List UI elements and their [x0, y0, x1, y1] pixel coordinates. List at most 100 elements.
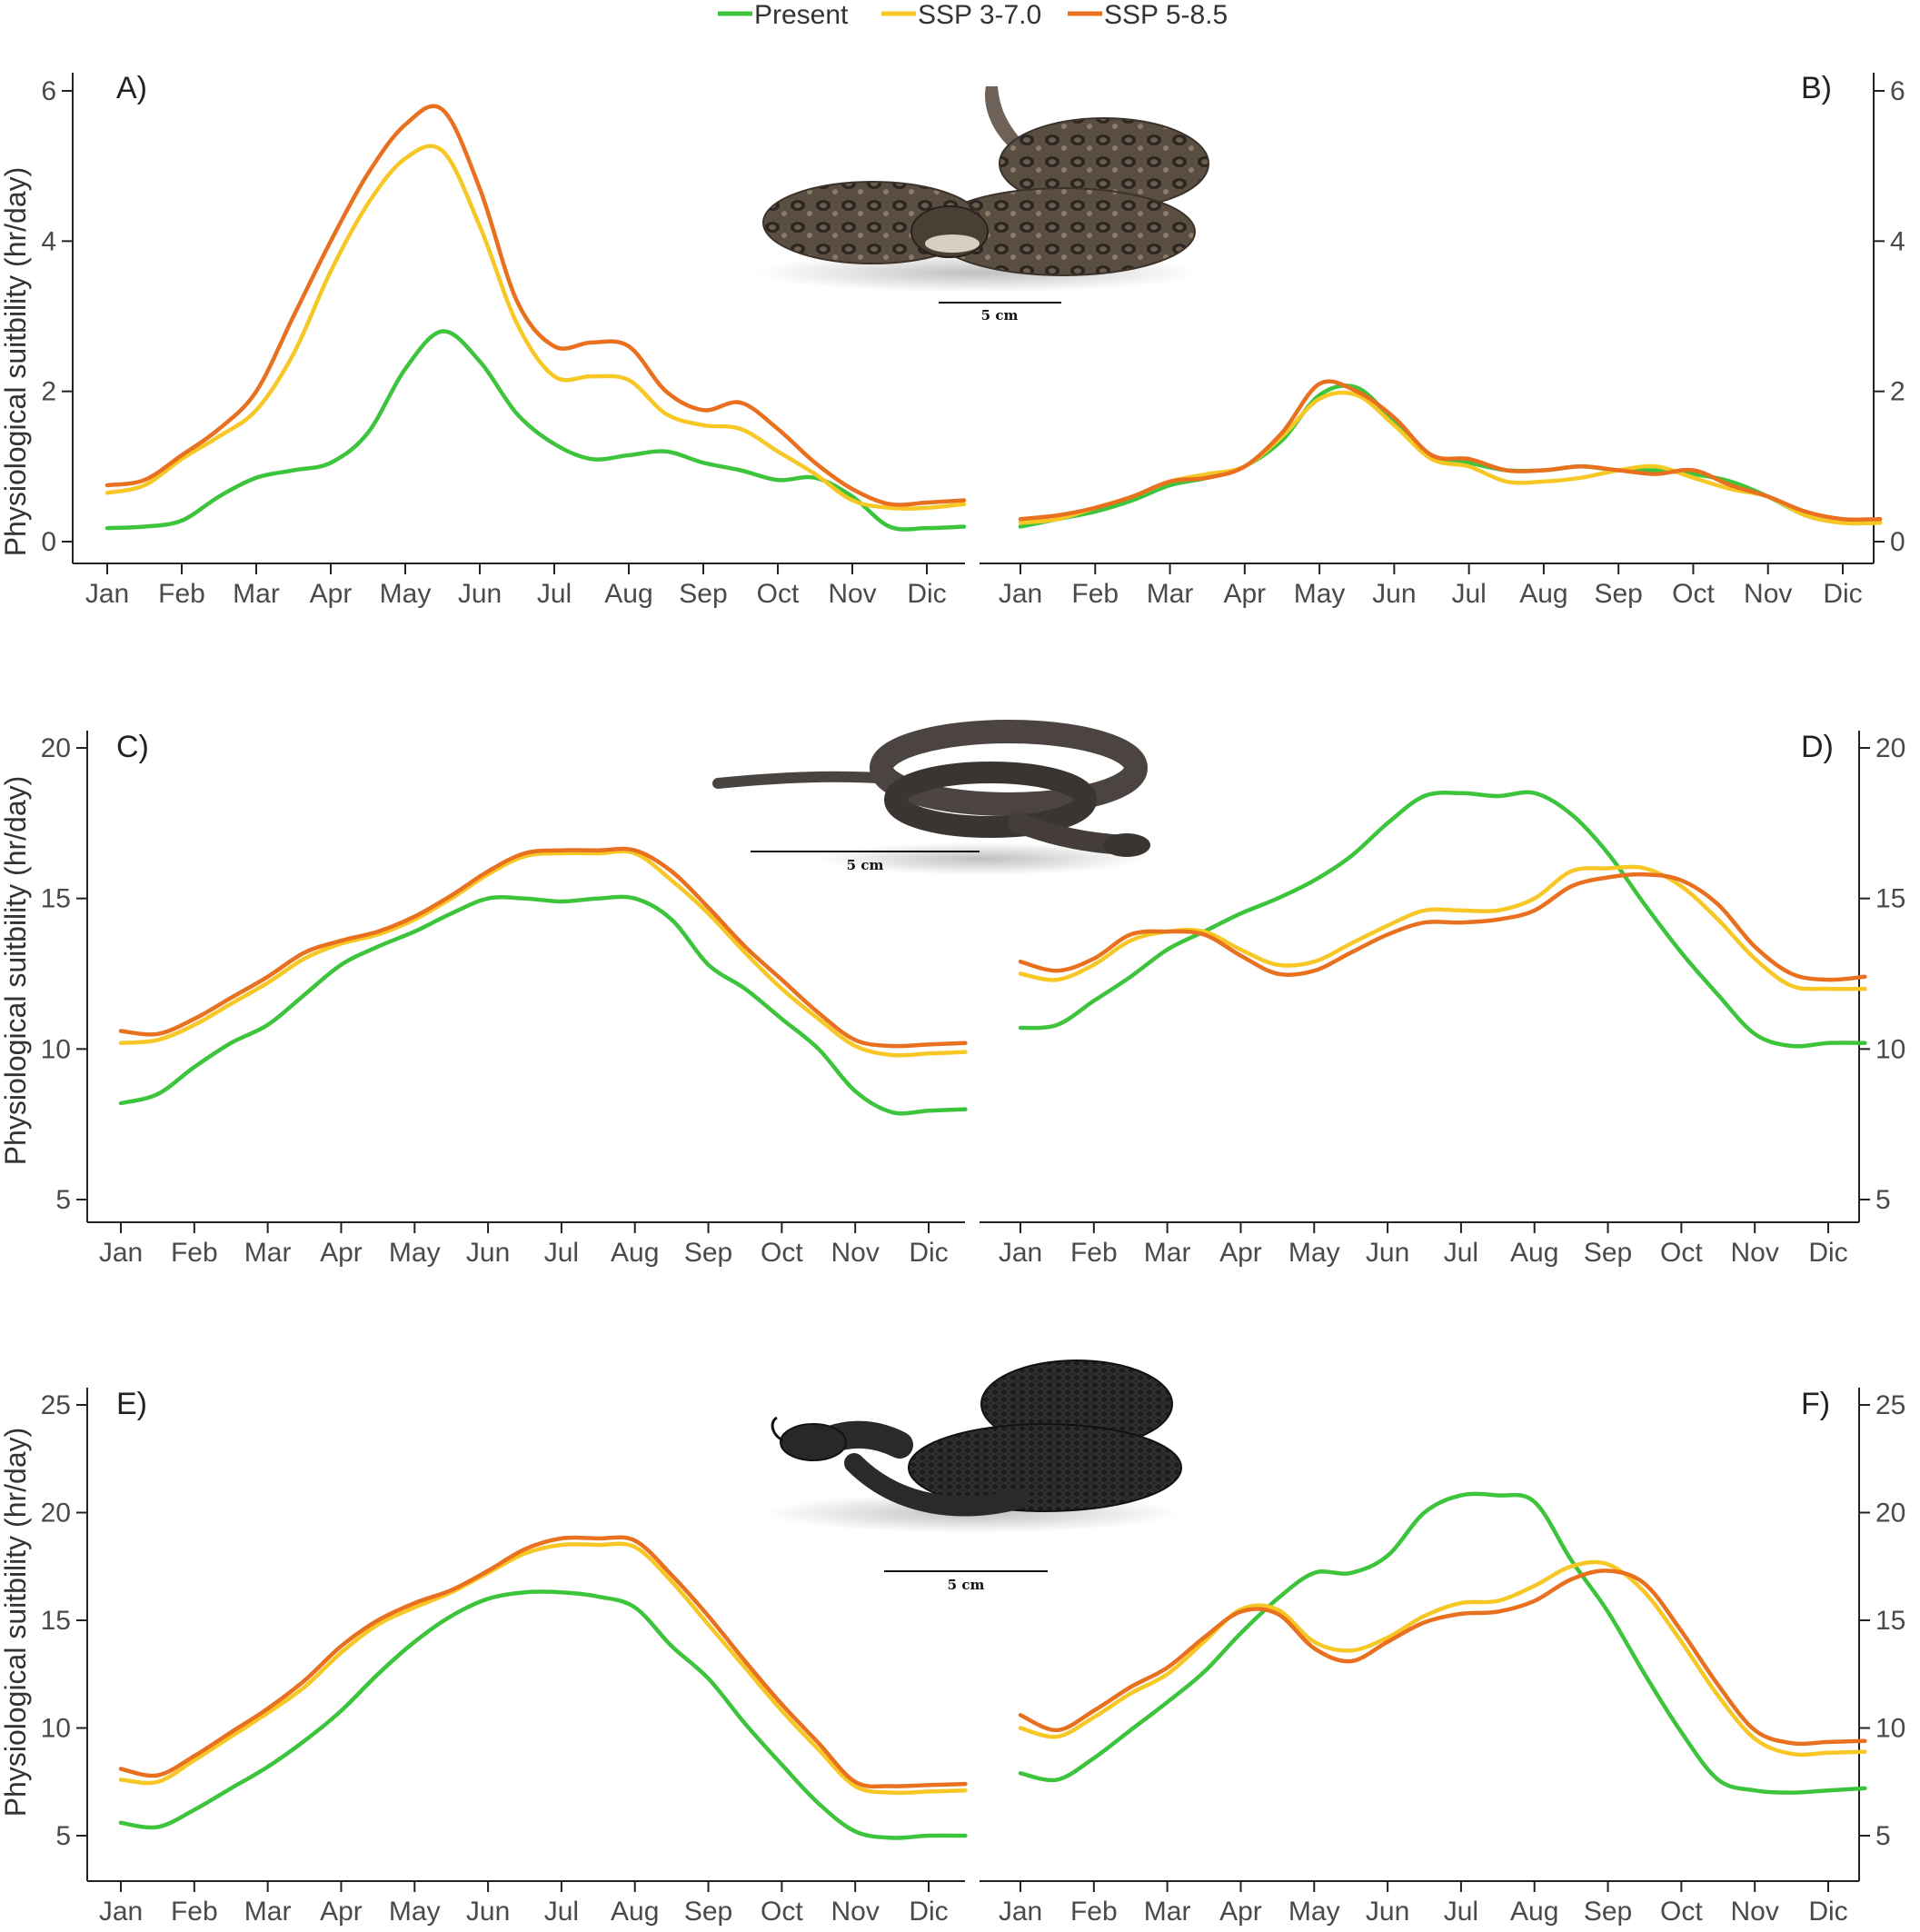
y-tick-label: 5: [55, 1821, 71, 1851]
y-tick-label: 15: [41, 1606, 71, 1636]
snake-photo-1: [754, 86, 1209, 293]
panel-letter: C): [116, 730, 149, 764]
series-line-ssp-5-8-5: [1018, 1569, 1867, 1747]
x-tick-label: Feb: [1071, 579, 1119, 609]
x-tick-label: Dic: [1808, 1238, 1847, 1268]
y-tick-label: 10: [41, 1034, 71, 1064]
panel-letter: F): [1801, 1387, 1830, 1421]
series-line-present: [104, 329, 967, 532]
x-tick-label: Apr: [1219, 1238, 1262, 1268]
legend-item-1: Present: [718, 0, 849, 30]
x-tick-label: Sep: [684, 1238, 732, 1268]
x-tick-label: Nov: [1744, 579, 1792, 609]
panel-c: 5 10 15 20 Jan Feb Mar Apr May Jun Jul Aug Sep Oct Nov…: [41, 730, 968, 1268]
x-tick-label: Apr: [1223, 579, 1266, 609]
series-line-ssp-3-7-0: [118, 849, 968, 1058]
y-tick-label: 5: [1875, 1821, 1891, 1851]
y-tick-label: 10: [41, 1714, 71, 1744]
legend-item-2: SSP 3-7.0: [881, 0, 1041, 30]
x-tick-label: Apr: [320, 1897, 363, 1927]
x-tick-label: Nov: [1731, 1238, 1779, 1268]
x-tick-label: Jul: [1444, 1238, 1478, 1268]
x-tick-label: Oct: [1660, 1238, 1703, 1268]
y-tick-label: 2: [41, 377, 56, 407]
series-line-ssp-5-8-5: [118, 1535, 968, 1789]
x-tick-label: Nov: [1731, 1897, 1779, 1927]
x-tick-label: Dic: [1823, 579, 1862, 609]
x-tick-label: Sep: [679, 579, 727, 609]
series-line-ssp-3-7-0: [104, 144, 967, 511]
x-tick-label: Dic: [909, 1897, 948, 1927]
y-tick-label: 4: [41, 226, 56, 256]
x-tick-label: Jul: [544, 1897, 579, 1927]
y-tick-label: 10: [1875, 1034, 1905, 1064]
series-line-present: [118, 894, 968, 1116]
x-tick-label: Mar: [1144, 1238, 1191, 1268]
x-tick-label: Apr: [310, 579, 353, 609]
y-tick-label: 6: [1890, 76, 1905, 106]
y-tick-label: 15: [1875, 1606, 1905, 1636]
x-tick-label: Aug: [1510, 1238, 1558, 1268]
y-tick-label: 25: [1875, 1390, 1905, 1420]
snake-photo-2-coil-outer: [870, 720, 1148, 816]
x-tick-label: Dic: [907, 579, 946, 609]
ylabel-row-1: Physiological suitbility (hr/day): [0, 167, 32, 557]
y-tick-label: 6: [41, 76, 56, 106]
scale-bar-2-label: 5 cm: [847, 857, 884, 873]
x-tick-label: Sep: [1584, 1238, 1632, 1268]
series-line-ssp-5-8-5: [104, 104, 967, 507]
x-tick-label: Jan: [99, 1238, 143, 1268]
x-tick-label: Sep: [1594, 579, 1642, 609]
x-tick-label: May: [380, 579, 432, 609]
series-line-present: [1018, 383, 1883, 529]
x-tick-label: Feb: [158, 579, 205, 609]
snake-photo-2-head: [1103, 833, 1150, 857]
scale-bar-2: 5 cm: [751, 851, 980, 873]
x-tick-label: Dic: [1808, 1897, 1847, 1927]
snake-photo-3: [763, 1359, 1182, 1533]
legend-label: SSP 3-7.0: [918, 0, 1041, 30]
x-tick-label: Jul: [1444, 1897, 1478, 1927]
y-tick-label: 0: [1890, 527, 1905, 557]
y-tick-label: 5: [55, 1185, 71, 1215]
panel-letter: A): [116, 71, 147, 105]
y-tick-label: 20: [1875, 1499, 1905, 1529]
snake-photo-3-body-loop: [844, 1453, 1028, 1517]
x-tick-label: Mar: [1147, 579, 1194, 609]
panel-e: 5 10 15 20 25 Jan Feb Mar Apr May Jun Jul Aug Sep Oct N…: [41, 1387, 968, 1927]
y-tick-label: 20: [41, 733, 71, 763]
x-tick-label: May: [389, 1897, 441, 1927]
y-tick-label: 20: [41, 1499, 71, 1529]
panel-letter: D): [1801, 730, 1834, 764]
x-tick-label: Jan: [999, 579, 1042, 609]
series-line-ssp-5-8-5: [1018, 379, 1883, 523]
x-tick-label: Aug: [611, 1897, 659, 1927]
x-tick-label: Oct: [761, 1238, 803, 1268]
legend-label: SSP 5-8.5: [1104, 0, 1228, 30]
x-tick-label: Jun: [1372, 579, 1416, 609]
snake-photo-3-head: [780, 1423, 847, 1461]
legend-label: Present: [754, 0, 849, 30]
x-tick-label: Jan: [99, 1897, 143, 1927]
x-tick-label: Apr: [320, 1238, 363, 1268]
x-tick-label: Dic: [909, 1238, 948, 1268]
panel-letter: E): [116, 1387, 147, 1421]
y-tick-label: 15: [41, 884, 71, 914]
y-tick-label: 5: [1875, 1185, 1891, 1215]
series-line-present: [1018, 790, 1867, 1049]
x-tick-label: Jan: [999, 1238, 1042, 1268]
ylabel-row-3: Physiological suitbility (hr/day): [0, 1428, 32, 1817]
y-tick-label: 10: [1875, 1714, 1905, 1744]
series-line-present: [118, 1589, 968, 1840]
series-line-ssp-5-8-5: [118, 846, 968, 1049]
panel-f: 5 10 15 20 25 Jan Feb Mar Apr May Jun Jul Aug Sep Oct N…: [980, 1387, 1905, 1927]
x-tick-label: Mar: [233, 579, 280, 609]
x-tick-label: Mar: [1144, 1897, 1191, 1927]
y-tick-label: 4: [1890, 226, 1905, 256]
x-tick-label: Jan: [999, 1897, 1042, 1927]
snake-photo-1-jaw: [925, 234, 980, 253]
series-line-ssp-5-8-5: [1018, 871, 1867, 982]
x-tick-label: Nov: [831, 1238, 880, 1268]
snake-photo-3-coil-bottom: [908, 1423, 1182, 1512]
